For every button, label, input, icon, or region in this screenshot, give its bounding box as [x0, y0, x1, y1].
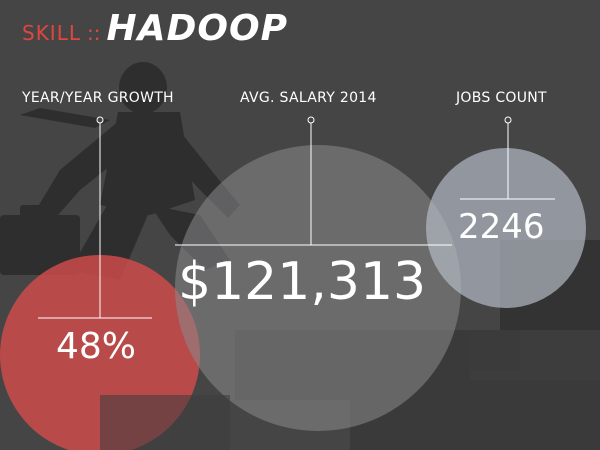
title-skill-name: HADOOP: [106, 8, 288, 49]
title-separator: ::: [87, 21, 101, 45]
growth-value: 48%: [56, 326, 137, 367]
salary-label: AVG. SALARY 2014: [240, 90, 377, 106]
title-category: SKILL: [22, 21, 81, 45]
connector-lines: [38, 116, 555, 319]
jobs-label: JOBS COUNT: [456, 90, 547, 106]
salary-bubble: [175, 145, 461, 431]
salary-value: $121,313: [178, 252, 427, 312]
growth-label: YEAR/YEAR GROWTH: [22, 90, 174, 106]
jobs-value: 2246: [458, 207, 545, 247]
jobs-bubble: [426, 148, 586, 308]
page-title: SKILL :: HADOOP: [22, 8, 288, 52]
